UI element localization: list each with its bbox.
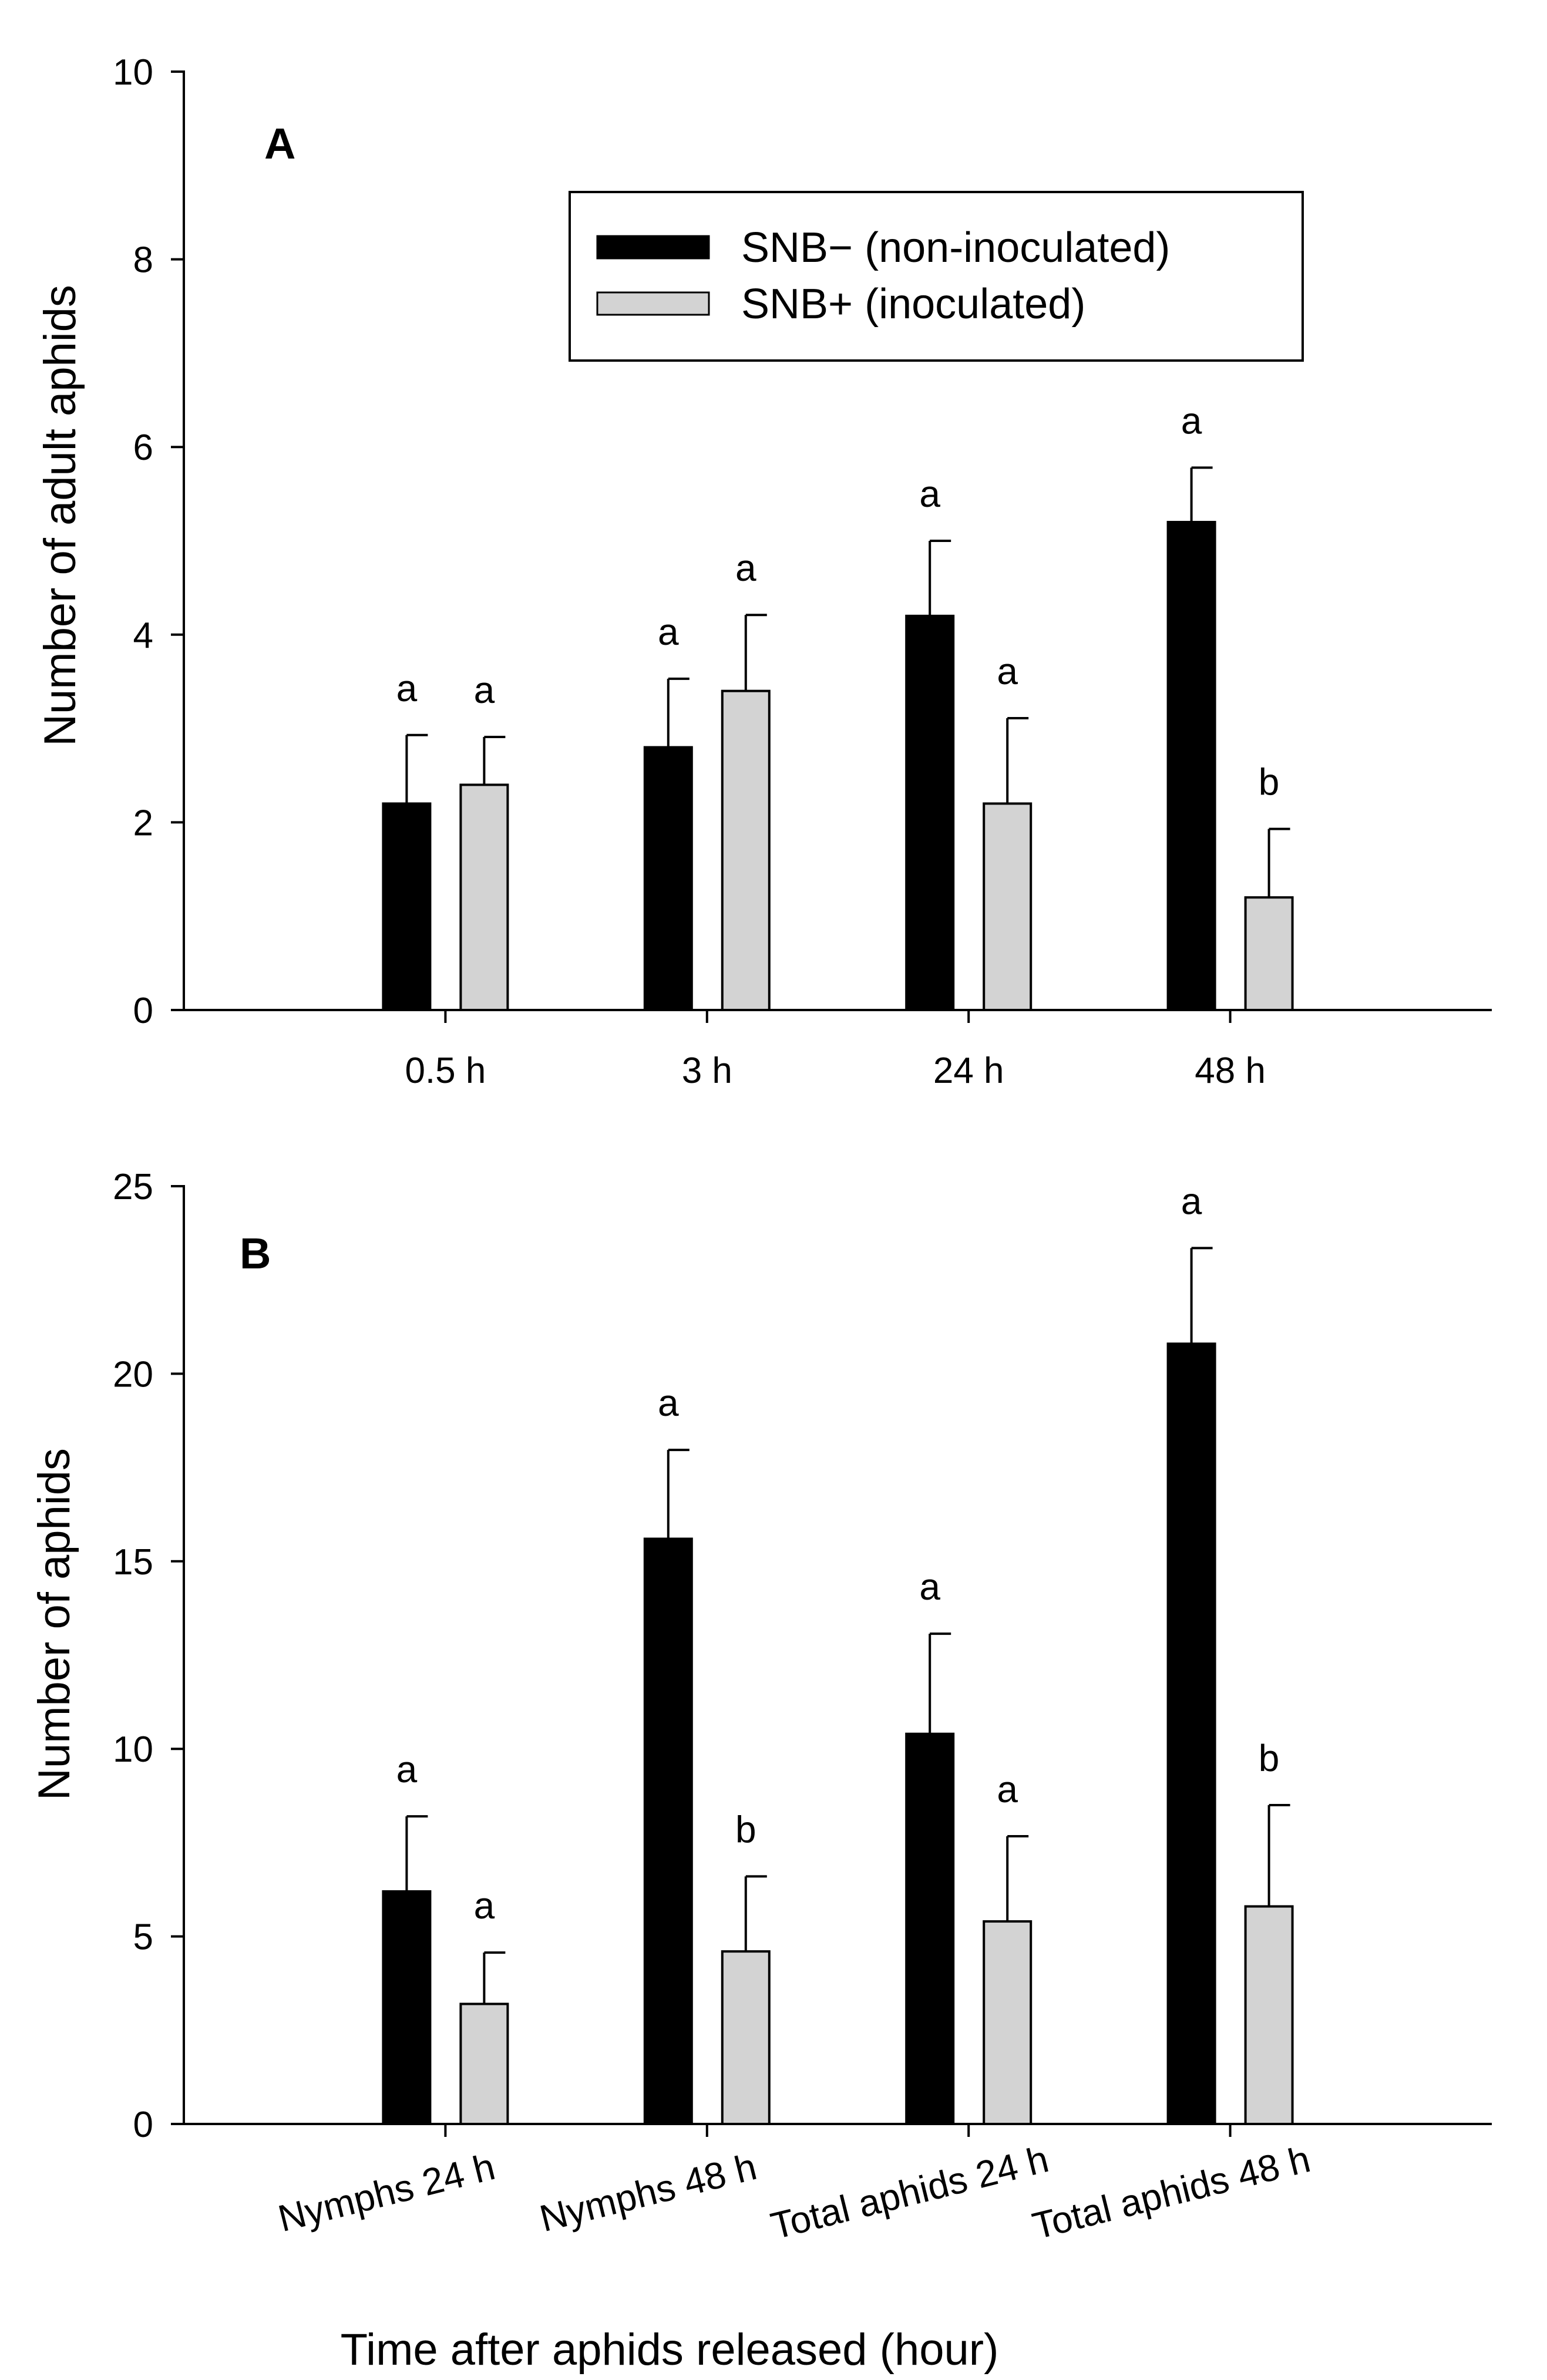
significance-letter: a <box>396 1748 418 1790</box>
y-tick-label: 4 <box>133 615 153 656</box>
y-tick-label: 5 <box>133 1917 153 1958</box>
x-axis-title: Time after aphids released (hour) <box>341 2325 999 2375</box>
panel-a-y-axis-label: Number of adult aphids <box>35 285 85 746</box>
bar <box>905 1732 955 2125</box>
legend-label-snb-minus: SNB− (non-inoculated) <box>741 224 1170 271</box>
significance-letter: a <box>396 667 418 709</box>
bar <box>382 802 432 1011</box>
panel-a-label: A <box>264 119 295 168</box>
significance-letter: a <box>474 669 495 711</box>
bar <box>459 783 509 1011</box>
significance-letter: a <box>1181 399 1202 442</box>
bar <box>1244 1905 1294 2126</box>
x-tick-label: 24 h <box>933 1051 1004 1091</box>
bar <box>905 614 955 1011</box>
significance-letter: b <box>1259 761 1280 803</box>
y-tick-label: 10 <box>113 1729 153 1770</box>
bar <box>643 1537 693 2125</box>
significance-letter: a <box>1181 1180 1202 1222</box>
significance-letter: a <box>919 473 940 515</box>
y-tick-label: 2 <box>133 803 153 843</box>
bar <box>1166 521 1216 1011</box>
legend-swatch-snb-minus <box>596 235 710 260</box>
bar <box>721 1950 771 2126</box>
significance-letter: a <box>474 1884 495 1927</box>
bar <box>983 802 1033 1011</box>
significance-letter: a <box>997 1768 1018 1810</box>
x-tick-label: 3 h <box>682 1051 732 1091</box>
significance-letter: a <box>735 547 756 589</box>
y-tick-label: 0 <box>133 2105 153 2145</box>
bar <box>1166 1342 1216 2125</box>
legend-box <box>569 191 1304 362</box>
y-tick-label: 10 <box>113 52 153 93</box>
significance-letter: a <box>658 611 679 653</box>
bar <box>643 746 693 1012</box>
panel-b-label: B <box>240 1229 271 1278</box>
legend-swatch-snb-plus <box>596 291 710 316</box>
significance-letter: a <box>919 1566 940 1608</box>
significance-letter: a <box>997 650 1018 692</box>
panel-b-y-axis-label: Number of aphids <box>29 1448 79 1800</box>
y-tick-label: 8 <box>133 240 153 281</box>
panel-a-plot: 0 2 4 6 8 10 0.5 h a a 3 h a a 24 h a a 48 h a b <box>113 52 1492 1091</box>
significance-letter: a <box>658 1382 679 1424</box>
y-tick-label: 0 <box>133 991 153 1031</box>
legend: SNB− (non-inoculated) SNB+ (inoculated) <box>569 191 1304 362</box>
x-tick-label: 48 h <box>1195 1051 1266 1091</box>
bar <box>721 689 771 1012</box>
significance-letter: b <box>735 1808 756 1850</box>
x-tick-label: 0.5 h <box>405 1051 486 1091</box>
bar <box>459 2002 509 2125</box>
bar <box>983 1920 1033 2126</box>
significance-letter: b <box>1259 1737 1280 1779</box>
bar <box>1244 896 1294 1011</box>
panel-a: A Number of adult aphids 0 2 4 6 8 10 0.5 h a a 3… <box>35 52 1492 1091</box>
bar <box>382 1890 432 2126</box>
y-tick-label: 15 <box>113 1542 153 1583</box>
y-tick-label: 25 <box>113 1167 153 1207</box>
y-tick-label: 20 <box>113 1354 153 1395</box>
y-tick-label: 6 <box>133 427 153 468</box>
legend-label-snb-plus: SNB+ (inoculated) <box>741 281 1085 328</box>
